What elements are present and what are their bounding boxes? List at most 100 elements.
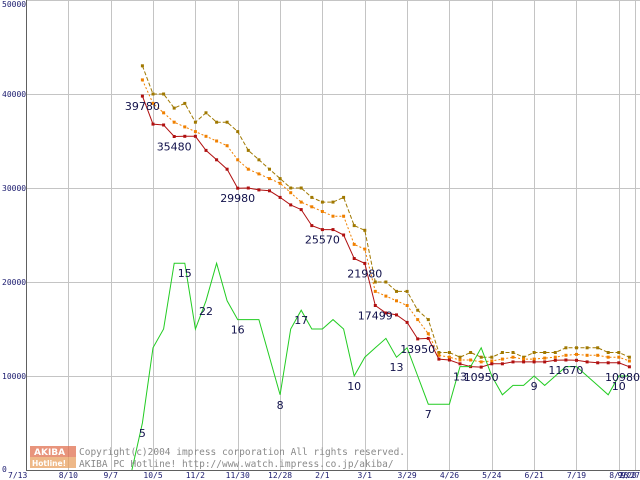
data-point-upper-price — [479, 355, 483, 359]
data-label-shop-count: 22 — [199, 305, 213, 318]
data-label-lowest-price: 10980 — [605, 371, 640, 384]
data-point-average-price — [617, 355, 621, 359]
data-label-shop-count: 8 — [277, 399, 284, 412]
data-point-upper-price — [246, 148, 250, 152]
x-tick-label: 7/13 — [8, 471, 27, 480]
data-point-average-price — [500, 357, 504, 361]
data-point-average-price — [479, 360, 483, 364]
data-point-lowest-price — [522, 360, 526, 364]
x-tick-label: 11/2 — [186, 471, 205, 480]
data-point-lowest-price — [172, 135, 176, 138]
data-point-average-price — [490, 359, 494, 363]
y-tick-label: 30000 — [2, 184, 26, 193]
data-point-upper-price — [193, 120, 197, 124]
data-point-average-price — [627, 359, 631, 363]
data-point-average-price — [289, 191, 293, 195]
data-point-upper-price — [575, 346, 578, 350]
data-point-lowest-price — [543, 360, 547, 364]
data-point-upper-price — [447, 351, 451, 354]
data-point-upper-price — [363, 228, 367, 232]
data-point-upper-price — [606, 351, 610, 354]
data-point-upper-price — [373, 280, 377, 284]
data-label-lowest-price: 39780 — [125, 100, 160, 113]
data-point-upper-price — [183, 101, 187, 105]
data-point-lowest-price — [225, 167, 229, 171]
logo-text-top: AKIBA — [34, 448, 65, 458]
data-point-average-price — [575, 352, 578, 356]
data-point-average-price — [553, 355, 557, 359]
data-point-upper-price — [553, 351, 557, 354]
x-tick-label: 7/19 — [567, 471, 586, 480]
data-point-upper-price — [437, 351, 441, 354]
site-line: AKIBA PC Hotline! http://www.watch.impre… — [79, 459, 394, 470]
data-point-upper-price — [522, 355, 526, 359]
y-axis-ticks: 0 10000 20000 30000 40000 50000 — [2, 0, 26, 474]
data-point-average-price — [320, 210, 324, 213]
data-point-upper-price — [278, 177, 282, 181]
data-point-average-price — [215, 139, 219, 143]
data-point-upper-price — [320, 200, 324, 204]
data-point-upper-price — [617, 351, 621, 354]
x-tick-label: 5/24 — [482, 471, 501, 480]
data-point-upper-price — [172, 106, 176, 110]
data-point-upper-price — [257, 158, 261, 162]
y-tick-label: 50000 — [2, 0, 26, 9]
data-point-average-price — [405, 304, 409, 307]
data-point-lowest-price — [299, 208, 303, 212]
data-point-average-price — [140, 78, 144, 82]
data-point-average-price — [458, 358, 462, 362]
data-point-lowest-price — [204, 148, 208, 152]
data-point-lowest-price — [617, 361, 621, 365]
data-point-lowest-price — [310, 224, 314, 228]
x-tick-label: 8/23 — [609, 471, 628, 480]
data-point-upper-price — [140, 64, 144, 68]
data-point-average-price — [268, 177, 271, 181]
data-point-upper-price — [384, 280, 388, 284]
data-label-shop-count: 13 — [453, 371, 467, 384]
data-point-lowest-price — [236, 186, 240, 190]
data-label-shop-count: 10 — [612, 380, 626, 393]
data-point-lowest-price — [183, 134, 187, 138]
data-point-upper-price — [151, 92, 155, 96]
data-point-average-price — [236, 158, 240, 162]
data-label-shop-count: 5 — [139, 427, 146, 440]
data-label-shop-count: 9 — [531, 380, 538, 393]
data-point-upper-price — [162, 92, 166, 96]
series-line-shop-count — [131, 261, 630, 471]
data-label-shop-count: 17 — [294, 314, 308, 327]
data-label-shop-count: 10 — [347, 380, 361, 393]
data-point-lowest-price — [511, 360, 515, 364]
y-tick-label: 40000 — [2, 90, 26, 99]
data-point-upper-price — [627, 355, 631, 359]
data-label-shop-count: 13 — [390, 361, 404, 374]
grid — [26, 0, 640, 471]
data-point-lowest-price — [479, 365, 483, 369]
data-point-lowest-price — [352, 257, 356, 260]
data-point-average-price — [564, 353, 568, 357]
data-point-upper-price — [458, 355, 462, 359]
data-point-average-price — [596, 353, 600, 357]
data-point-lowest-price — [426, 336, 430, 340]
data-point-average-price — [395, 299, 398, 303]
data-point-upper-price — [564, 346, 568, 350]
data-point-lowest-price — [193, 134, 197, 138]
data-point-lowest-price — [437, 357, 441, 361]
x-axis-ticks: 7/13 8/10 9/7 10/5 11/2 11/30 12/28 2/1 3/1 3/29 4… — [8, 471, 640, 480]
data-point-lowest-price — [553, 358, 557, 362]
series-layer — [131, 64, 631, 471]
data-point-average-price — [310, 205, 314, 209]
data-point-lowest-price — [331, 228, 335, 232]
data-label-lowest-price: 11670 — [548, 364, 583, 377]
data-point-lowest-price — [215, 158, 219, 162]
akiba-logo-bottom — [30, 457, 76, 468]
x-tick-label: 3/29 — [397, 471, 416, 480]
data-point-average-price — [352, 242, 356, 246]
data-point-lowest-price — [384, 311, 388, 315]
data-point-upper-price — [416, 308, 420, 312]
data-point-average-price — [437, 353, 441, 357]
data-point-lowest-price — [373, 304, 377, 307]
data-point-upper-price — [299, 186, 303, 190]
data-point-average-price — [416, 318, 420, 322]
data-point-average-price — [299, 200, 303, 204]
